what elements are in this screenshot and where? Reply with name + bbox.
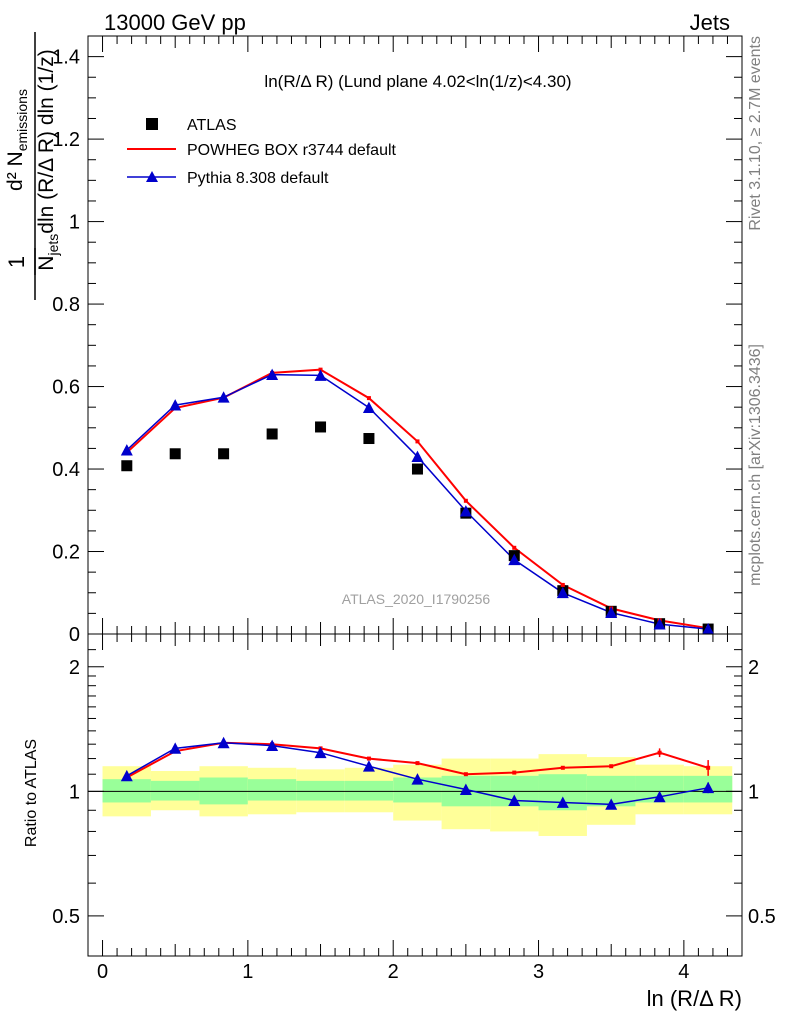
x-tick-label: 2 xyxy=(388,961,399,983)
pythia-point xyxy=(362,401,375,413)
ratio-ytick-label-right: 2 xyxy=(748,657,759,679)
legend-marker-atlas xyxy=(146,118,158,130)
pythia-ratio-point xyxy=(362,760,375,772)
atlas-point xyxy=(169,448,181,460)
ylabel-numerator: d² Nemissions xyxy=(4,89,30,191)
atlas-point xyxy=(363,433,375,445)
pythia-ratio-point xyxy=(314,746,327,759)
band-inner-5 xyxy=(344,780,394,801)
powheg-ratio-point xyxy=(609,764,614,769)
powheg-point xyxy=(560,582,565,587)
band-inner-3 xyxy=(247,779,297,801)
x-tick-label: 4 xyxy=(678,961,689,983)
powheg-point xyxy=(512,545,517,550)
main-ytick-label: 1.2 xyxy=(52,129,80,151)
header-right: Jets xyxy=(690,10,730,35)
powheg-point xyxy=(415,439,420,444)
main-ytick-label: 0.4 xyxy=(52,459,80,481)
atlas-point xyxy=(121,460,133,472)
main-ytick-label: 1.4 xyxy=(52,47,80,69)
ratio-ytick-label-left: 2 xyxy=(69,657,80,679)
ratio-panel-frame xyxy=(87,633,743,957)
main-ytick-label: 1 xyxy=(69,212,80,234)
ylabel-denominator: Njetsdln (R/Δ R) dln (1/z) xyxy=(35,49,61,270)
x-tick-label: 1 xyxy=(242,961,253,983)
header-left: 13000 GeV pp xyxy=(104,10,246,35)
legend-label-atlas: ATLAS xyxy=(187,117,237,134)
powheg-ratio-point xyxy=(415,761,420,766)
data-points xyxy=(120,367,715,810)
x-tick-label: 0 xyxy=(97,961,108,983)
pythia-point xyxy=(314,369,327,381)
atlas-point xyxy=(315,421,327,433)
powheg-ratio-point xyxy=(366,756,371,761)
rivet-label: Rivet 3.1.10, ≥ 2.7M events xyxy=(747,36,764,231)
ratio-ytick-label-right: 1 xyxy=(748,781,759,803)
x-axis-label: ln (R/Δ R) xyxy=(647,986,742,1011)
pythia-point xyxy=(508,553,521,566)
powheg-point xyxy=(366,396,371,401)
main-ytick-label: 0.8 xyxy=(52,294,80,316)
mcplots-label: mcplots.cern.ch [arXiv:1306.3436] xyxy=(747,344,764,586)
powheg-point xyxy=(463,498,468,503)
tick-labels: 0 0.2 0.4 0.6 0.8 1 1.2 1.4 0.5 0.5 1 1 2 2 0 1 2 3 4 xyxy=(52,47,776,983)
atlas-point xyxy=(411,463,423,475)
powheg-line xyxy=(126,368,709,630)
pythia-point xyxy=(653,618,666,630)
axes-ticks xyxy=(88,35,743,957)
pythia-ratio-point xyxy=(653,790,666,803)
pythia-ratio-point xyxy=(605,798,618,810)
main-title: ln(R/Δ R) (Lund plane 4.02<ln(1/z)<4.30) xyxy=(264,72,571,91)
pythia-point xyxy=(459,505,472,517)
pythia-ratio-point xyxy=(169,742,182,754)
atlas-point xyxy=(218,448,230,460)
band-inner-0 xyxy=(102,779,151,803)
pythia-ratio-point xyxy=(411,773,424,785)
pythia-point xyxy=(266,368,279,380)
pythia-point xyxy=(556,586,569,599)
pythia-point xyxy=(605,606,618,618)
pythia-ratio-point xyxy=(556,796,569,808)
watermark: ATLAS_2020_I1790256 xyxy=(342,591,491,607)
pythia-ratio-point xyxy=(120,769,133,782)
ratio-ylabel: Ratio to ATLAS xyxy=(23,739,40,847)
pythia-point xyxy=(702,623,715,635)
pythia-ratio-point xyxy=(459,783,472,795)
powheg-ratio-point xyxy=(512,770,517,775)
pythia-point xyxy=(120,444,133,456)
atlas-point xyxy=(266,428,278,440)
pythia-point xyxy=(411,450,424,463)
pythia-ratio-point xyxy=(217,736,230,749)
pythia-point xyxy=(169,399,182,411)
x-tick-label: 3 xyxy=(533,961,544,983)
legend-label-pythia: Pythia 8.308 default xyxy=(187,170,329,187)
ratio-ytick-label-left: 0.5 xyxy=(52,906,80,928)
main-ytick-label: 0.2 xyxy=(52,542,80,564)
ylabel-prefix: 1 xyxy=(4,256,29,268)
ratio-ytick-label-right: 0.5 xyxy=(748,906,776,928)
legend: ATLAS POWHEG BOX r3744 default Pythia 8.… xyxy=(127,117,397,187)
main-ytick-label: 0 xyxy=(69,624,80,646)
band-inner-4 xyxy=(296,780,345,801)
pythia-point xyxy=(217,391,230,403)
pythia-ratio-point xyxy=(508,794,521,806)
ratio-ytick-label-left: 1 xyxy=(69,781,80,803)
powheg-ratio-point xyxy=(463,772,468,777)
uncertainty-bands xyxy=(102,754,733,836)
legend-marker-pythia xyxy=(146,171,158,182)
band-inner-1 xyxy=(150,780,200,801)
series-lines xyxy=(126,368,709,806)
main-ylabel: 1 d² Nemissions Njetsdln (R/Δ R) dln (1/… xyxy=(4,32,61,300)
powheg-ratio-point xyxy=(560,765,565,770)
pythia-ratio-point xyxy=(266,739,279,751)
main-ytick-label: 0.6 xyxy=(52,377,80,399)
legend-label-powheg: POWHEG BOX r3744 default xyxy=(187,142,397,159)
